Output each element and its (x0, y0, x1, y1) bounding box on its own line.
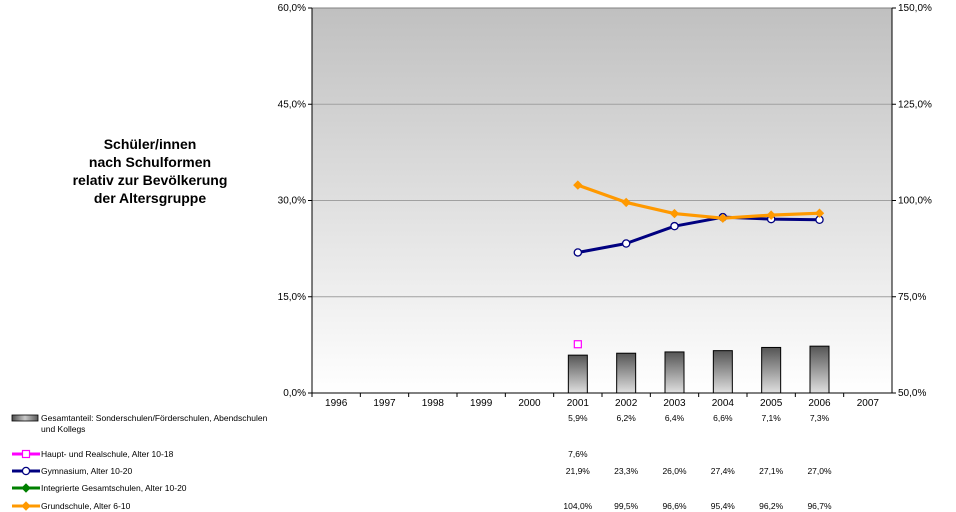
legend-key (12, 466, 40, 476)
left-tick-label: 15,0% (278, 292, 306, 303)
data-label: 6,6% (713, 413, 733, 423)
x-tick-label: 2004 (712, 398, 735, 409)
data-point (814, 208, 825, 218)
right-tick-label: 125,0% (898, 99, 932, 110)
data-label: 99,5% (614, 501, 639, 511)
legend-key (12, 449, 40, 459)
legend-marker (21, 483, 31, 493)
x-tick-label: 2000 (518, 398, 541, 409)
legend-key (11, 414, 39, 422)
data-label: 6,4% (665, 413, 685, 423)
data-point (669, 208, 680, 219)
data-label: 23,3% (614, 466, 639, 476)
legend-marker (21, 449, 31, 459)
series-line (577, 183, 820, 220)
data-label: 104,0% (563, 501, 592, 511)
x-tick-label: 2003 (663, 398, 686, 409)
left-tick-label: 45,0% (278, 99, 306, 110)
x-tick-label: 2007 (857, 398, 880, 409)
data-label: 95,4% (711, 501, 736, 511)
x-tick-label: 2001 (567, 398, 590, 409)
data-label: 7,1% (761, 413, 781, 423)
x-tick-label: 2006 (808, 398, 831, 409)
legend-key (12, 501, 40, 511)
data-label: 27,4% (711, 466, 736, 476)
right-tick-label: 150,0% (898, 3, 932, 14)
data-label: 21,9% (566, 466, 591, 476)
data-label: 7,3% (810, 413, 830, 423)
bar (809, 345, 830, 394)
legend-swatch (11, 414, 39, 422)
data-label: 96,7% (807, 501, 832, 511)
data-label: 5,9% (568, 413, 588, 423)
legend-label: Integrierte Gesamtschulen, Alter 10-20 (41, 483, 187, 493)
data-point (621, 197, 631, 208)
bar (567, 354, 588, 394)
data-point (573, 180, 583, 190)
legend-key (12, 483, 40, 493)
legend-label: Gymnasium, Alter 10-20 (41, 466, 132, 476)
data-label: 96,6% (662, 501, 687, 511)
data-point (621, 239, 631, 248)
data-label: 27,1% (759, 466, 784, 476)
legend-marker (21, 501, 31, 511)
right-tick-label: 100,0% (898, 196, 932, 207)
chart-title: Schüler/innen nach Schulformen relativ z… (0, 135, 300, 207)
data-label: 27,0% (807, 466, 832, 476)
x-tick-label: 1996 (325, 398, 348, 409)
x-tick-label: 1998 (422, 398, 445, 409)
x-tick-label: 1999 (470, 398, 493, 409)
data-point (718, 213, 728, 223)
legend-label: und Kollegs (41, 424, 85, 434)
right-tick-label: 50,0% (898, 388, 926, 399)
bar (616, 352, 637, 394)
bar (664, 351, 685, 394)
data-label: 96,2% (759, 501, 784, 511)
legend-label: Grundschule, Alter 6-10 (41, 501, 131, 511)
data-label: 6,2% (616, 413, 636, 423)
data-point (670, 221, 679, 231)
data-point (573, 248, 583, 257)
chart-title-line: relativ zur Bevölkerung (72, 172, 228, 188)
data-point (766, 210, 776, 220)
left-tick-label: 60,0% (278, 3, 306, 14)
chart-title-line: nach Schulformen (88, 154, 212, 170)
legend-marker (21, 466, 31, 476)
left-tick-label: 0,0% (283, 388, 306, 399)
data-label: 7,6% (568, 449, 588, 459)
x-tick-label: 1997 (373, 398, 396, 409)
data-point (573, 340, 582, 349)
chart-title-line: Schüler/innen (103, 136, 197, 152)
legend-label: Gesamtanteil: Sonderschulen/Förderschule… (41, 413, 268, 423)
x-tick-label: 2005 (760, 398, 783, 409)
right-tick-label: 75,0% (898, 292, 926, 303)
legend-label: Haupt- und Realschule, Alter 10-18 (41, 449, 174, 459)
bar (712, 350, 733, 394)
x-tick-label: 2002 (615, 398, 638, 409)
chart-title-line: der Altersgruppe (93, 190, 207, 206)
bar (761, 346, 782, 394)
series-line (577, 215, 820, 254)
data-label: 26,0% (662, 466, 687, 476)
left-tick-label: 30,0% (278, 196, 306, 207)
